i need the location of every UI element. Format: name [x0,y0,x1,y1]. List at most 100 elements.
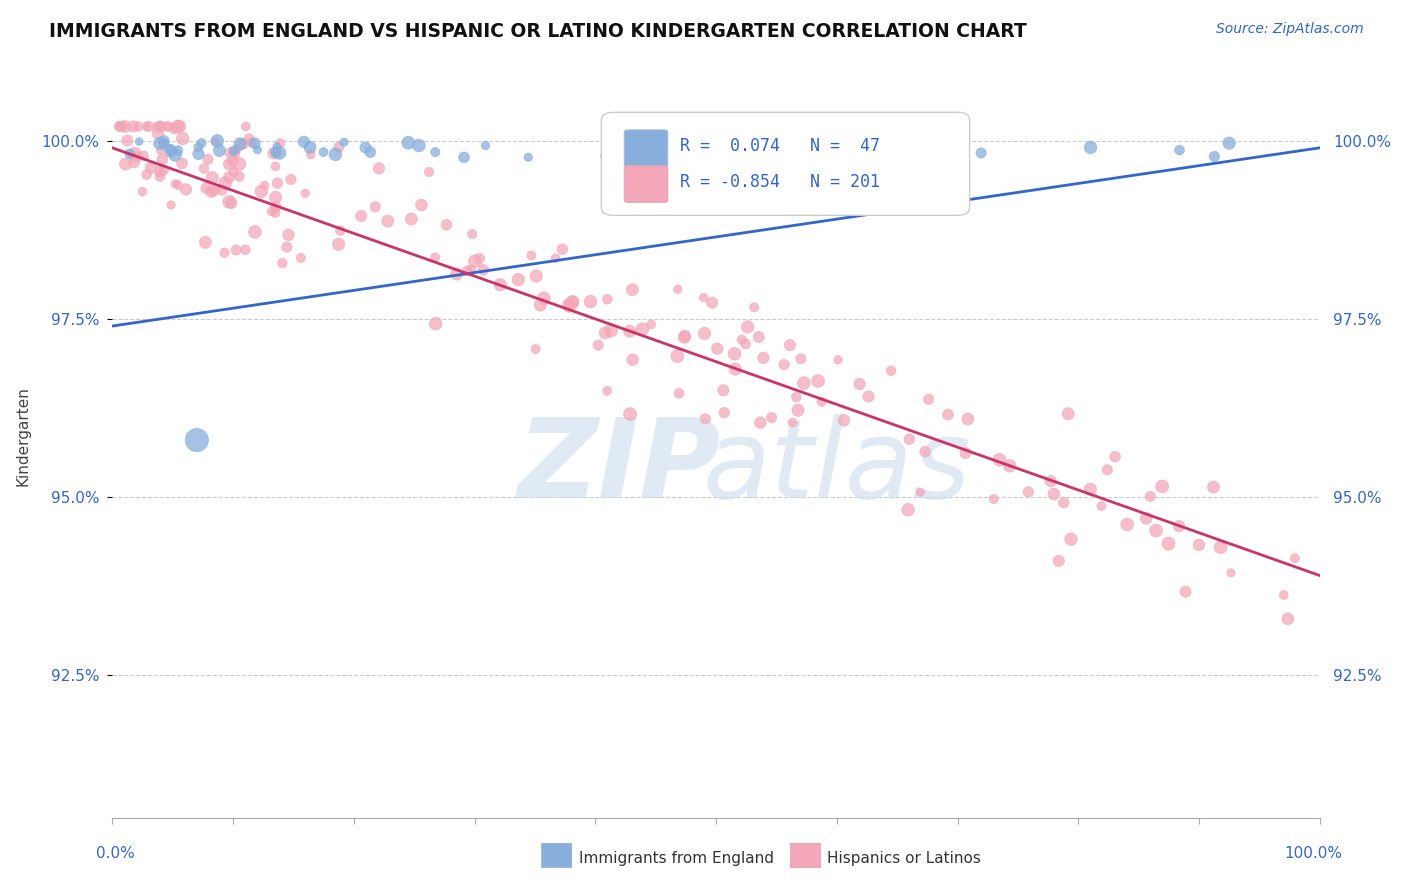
Point [271,256,294,270]
Point [524,268,547,283]
Point [810,394,832,409]
Point [396,136,419,150]
Point [593,326,616,340]
Text: Source: ZipAtlas.com: Source: ZipAtlas.com [1216,22,1364,37]
Point [280,172,302,186]
Point [108,120,131,134]
Point [706,342,728,356]
Point [294,186,316,201]
Point [1097,463,1119,477]
Point [264,145,287,160]
Point [290,251,312,265]
Point [1204,149,1226,163]
Point [1157,536,1180,550]
Point [221,154,243,169]
Point [711,384,734,398]
Point [218,170,240,185]
Point [737,319,759,334]
Point [508,273,530,287]
Point [755,145,778,160]
Point [153,136,176,151]
Point [163,148,186,162]
Point [790,351,813,366]
Point [124,146,146,161]
Point [950,138,973,153]
Point [229,136,252,151]
Point [848,376,870,391]
Point [264,160,287,174]
Point [228,169,250,184]
Point [218,157,240,171]
Point [910,485,932,500]
Point [1139,490,1161,504]
Point [713,406,735,420]
Text: Immigrants from England: Immigrants from England [579,852,775,866]
Point [200,185,222,199]
Point [160,144,183,158]
Point [918,392,941,407]
FancyBboxPatch shape [541,843,572,868]
Point [208,144,231,158]
Point [246,143,269,157]
Point [411,198,433,212]
Point [276,240,298,254]
Point [226,142,249,156]
Point [742,301,765,315]
Point [172,131,194,145]
Point [114,120,136,134]
Text: Hispanics or Latinos: Hispanics or Latinos [827,852,980,866]
Point [558,300,581,314]
Point [752,351,775,365]
Point [425,250,447,264]
Point [214,245,236,260]
Point [169,120,191,134]
Point [368,161,391,176]
Point [858,390,880,404]
Point [544,252,567,266]
Point [328,237,350,252]
Point [460,263,482,277]
Point [695,411,717,425]
Point [328,140,350,154]
Point [468,252,491,266]
Point [1135,511,1157,525]
Point [266,139,288,153]
Point [329,224,352,238]
Point [224,146,246,161]
Point [211,183,233,197]
Point [955,446,977,460]
Point [118,146,141,161]
Point [529,298,551,312]
Point [122,155,145,169]
Point [238,131,260,145]
Point [166,120,188,134]
Point [1152,479,1174,493]
Point [666,349,689,363]
Point [354,140,377,154]
Point [970,145,993,160]
Point [561,296,583,310]
Point [201,170,224,185]
Point [619,324,641,338]
Point [157,120,180,134]
Point [204,183,226,197]
Point [253,178,276,193]
Point [418,165,440,179]
Point [135,168,157,182]
Point [903,137,925,152]
Point [557,297,579,311]
Point [520,248,543,262]
Point [159,142,181,156]
Point [474,138,496,153]
Text: R =  0.074   N =  47: R = 0.074 N = 47 [681,136,880,155]
Point [785,390,807,404]
Point [1078,482,1101,496]
Point [1218,136,1240,150]
Point [803,140,825,154]
Point [225,243,247,257]
Point [436,218,458,232]
Point [983,491,1005,506]
Point [636,145,658,160]
Point [773,358,796,372]
Point [132,149,155,163]
